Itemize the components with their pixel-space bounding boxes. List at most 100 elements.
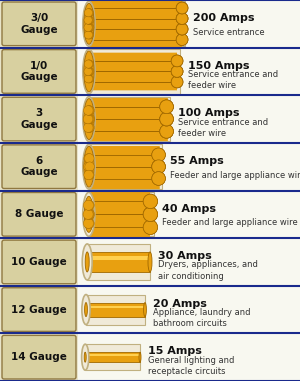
Text: Dryers, appliances, and
air conditioning: Dryers, appliances, and air conditioning [158, 261, 258, 280]
Bar [0, 0, 78, 48]
Circle shape [176, 23, 188, 35]
Circle shape [152, 172, 165, 185]
Circle shape [160, 112, 173, 126]
Bar [87, 303, 145, 317]
Circle shape [85, 31, 94, 39]
Text: Feeder and large appliance wire: Feeder and large appliance wire [170, 171, 300, 180]
Circle shape [85, 23, 93, 32]
Circle shape [83, 200, 94, 210]
Circle shape [84, 9, 92, 17]
Text: 3/0
Gauge: 3/0 Gauge [20, 13, 58, 35]
Circle shape [85, 60, 93, 68]
Text: 1/0
Gauge: 1/0 Gauge [20, 61, 58, 82]
Circle shape [160, 125, 173, 138]
Bar [0, 0, 300, 48]
Circle shape [85, 60, 94, 68]
FancyBboxPatch shape [2, 335, 76, 379]
FancyBboxPatch shape [2, 240, 76, 284]
Circle shape [152, 148, 165, 162]
Text: Appliance, laundry and
bathroom circuits: Appliance, laundry and bathroom circuits [153, 308, 250, 328]
Ellipse shape [83, 2, 95, 46]
Bar [0, 286, 300, 333]
Circle shape [176, 13, 188, 24]
Bar [89, 256, 150, 260]
Ellipse shape [83, 192, 95, 236]
Circle shape [143, 194, 158, 208]
Bar [0, 333, 78, 381]
Circle shape [143, 207, 158, 221]
Ellipse shape [144, 303, 146, 317]
Circle shape [176, 13, 188, 24]
Circle shape [176, 23, 188, 35]
Ellipse shape [84, 99, 94, 139]
Text: 20 Amps: 20 Amps [153, 299, 207, 309]
Circle shape [171, 55, 183, 67]
Ellipse shape [85, 252, 89, 272]
Circle shape [85, 9, 93, 17]
Text: 3
Gauge: 3 Gauge [20, 108, 58, 130]
Text: 6
Gauge: 6 Gauge [20, 156, 58, 178]
Ellipse shape [82, 344, 89, 370]
Bar [0, 190, 78, 238]
Circle shape [171, 66, 183, 77]
Circle shape [83, 106, 93, 115]
Circle shape [84, 200, 94, 210]
Circle shape [176, 34, 188, 45]
Circle shape [152, 172, 165, 185]
Circle shape [160, 100, 173, 114]
FancyBboxPatch shape [2, 50, 76, 93]
Circle shape [171, 55, 183, 67]
Ellipse shape [84, 196, 93, 232]
Circle shape [85, 75, 93, 83]
Circle shape [83, 123, 93, 133]
Text: 150 Amps: 150 Amps [188, 61, 250, 71]
Text: 30 Amps: 30 Amps [158, 251, 212, 261]
Bar [88, 306, 145, 308]
Circle shape [85, 114, 94, 124]
Circle shape [84, 209, 94, 219]
Circle shape [84, 16, 92, 24]
Bar [87, 244, 150, 280]
Circle shape [160, 100, 173, 114]
Circle shape [85, 154, 94, 163]
Circle shape [85, 31, 93, 39]
Bar [89, 2, 185, 46]
Bar [86, 295, 145, 325]
Text: Service entrance and
feeder wire: Service entrance and feeder wire [178, 118, 268, 138]
Ellipse shape [83, 144, 95, 189]
Circle shape [143, 207, 158, 221]
Circle shape [84, 218, 94, 229]
Circle shape [171, 76, 183, 88]
FancyBboxPatch shape [2, 192, 76, 236]
Circle shape [84, 123, 94, 133]
Circle shape [85, 67, 93, 75]
Circle shape [160, 100, 173, 114]
Circle shape [84, 23, 92, 32]
Circle shape [143, 220, 158, 234]
Bar [85, 344, 140, 370]
Bar [0, 95, 78, 143]
Bar [0, 238, 300, 286]
Circle shape [84, 162, 94, 171]
Bar [0, 333, 300, 381]
Circle shape [84, 106, 94, 115]
Bar [0, 143, 78, 190]
Circle shape [176, 2, 188, 14]
FancyBboxPatch shape [2, 97, 76, 141]
Circle shape [176, 34, 188, 45]
Text: 14 Gauge: 14 Gauge [11, 352, 67, 362]
Ellipse shape [139, 352, 141, 362]
Circle shape [85, 209, 94, 219]
Circle shape [176, 13, 188, 24]
Circle shape [85, 106, 94, 115]
Bar [89, 49, 180, 94]
Circle shape [176, 34, 188, 45]
Text: 15 Amps: 15 Amps [148, 346, 202, 357]
Circle shape [171, 76, 183, 88]
Circle shape [176, 2, 188, 14]
Bar [0, 238, 78, 286]
Circle shape [83, 162, 93, 171]
Ellipse shape [84, 352, 86, 362]
Circle shape [143, 194, 158, 208]
Circle shape [171, 66, 183, 77]
